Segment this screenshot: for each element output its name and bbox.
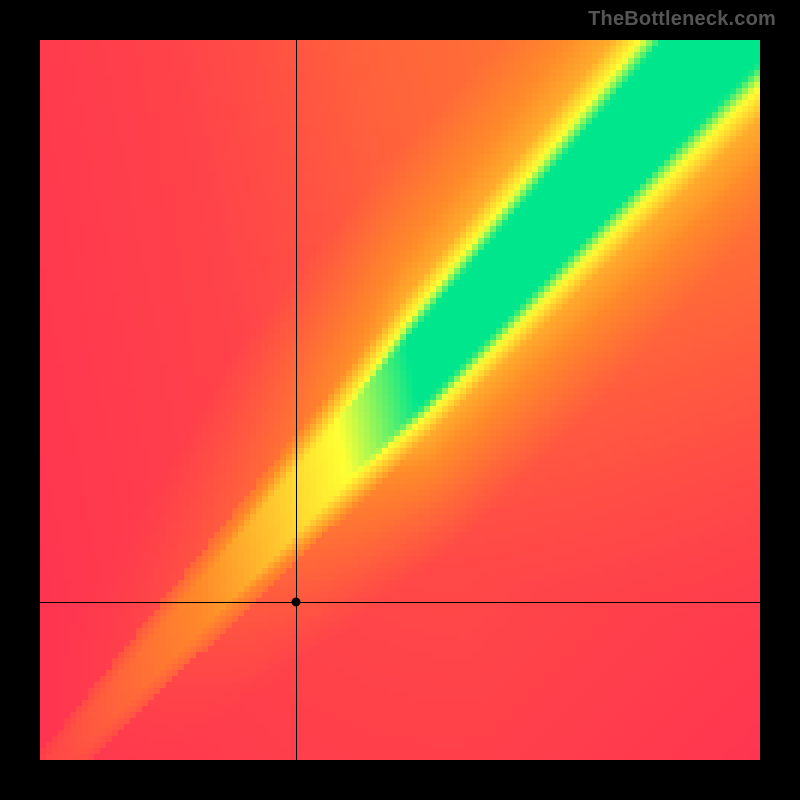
crosshair-vertical [296,40,297,760]
plot-area [40,40,760,760]
watermark-text: TheBottleneck.com [588,8,776,31]
crosshair-dot [291,597,300,606]
chart-container: TheBottleneck.com [0,0,800,800]
crosshair-horizontal [40,602,760,603]
heatmap-canvas [40,40,760,760]
